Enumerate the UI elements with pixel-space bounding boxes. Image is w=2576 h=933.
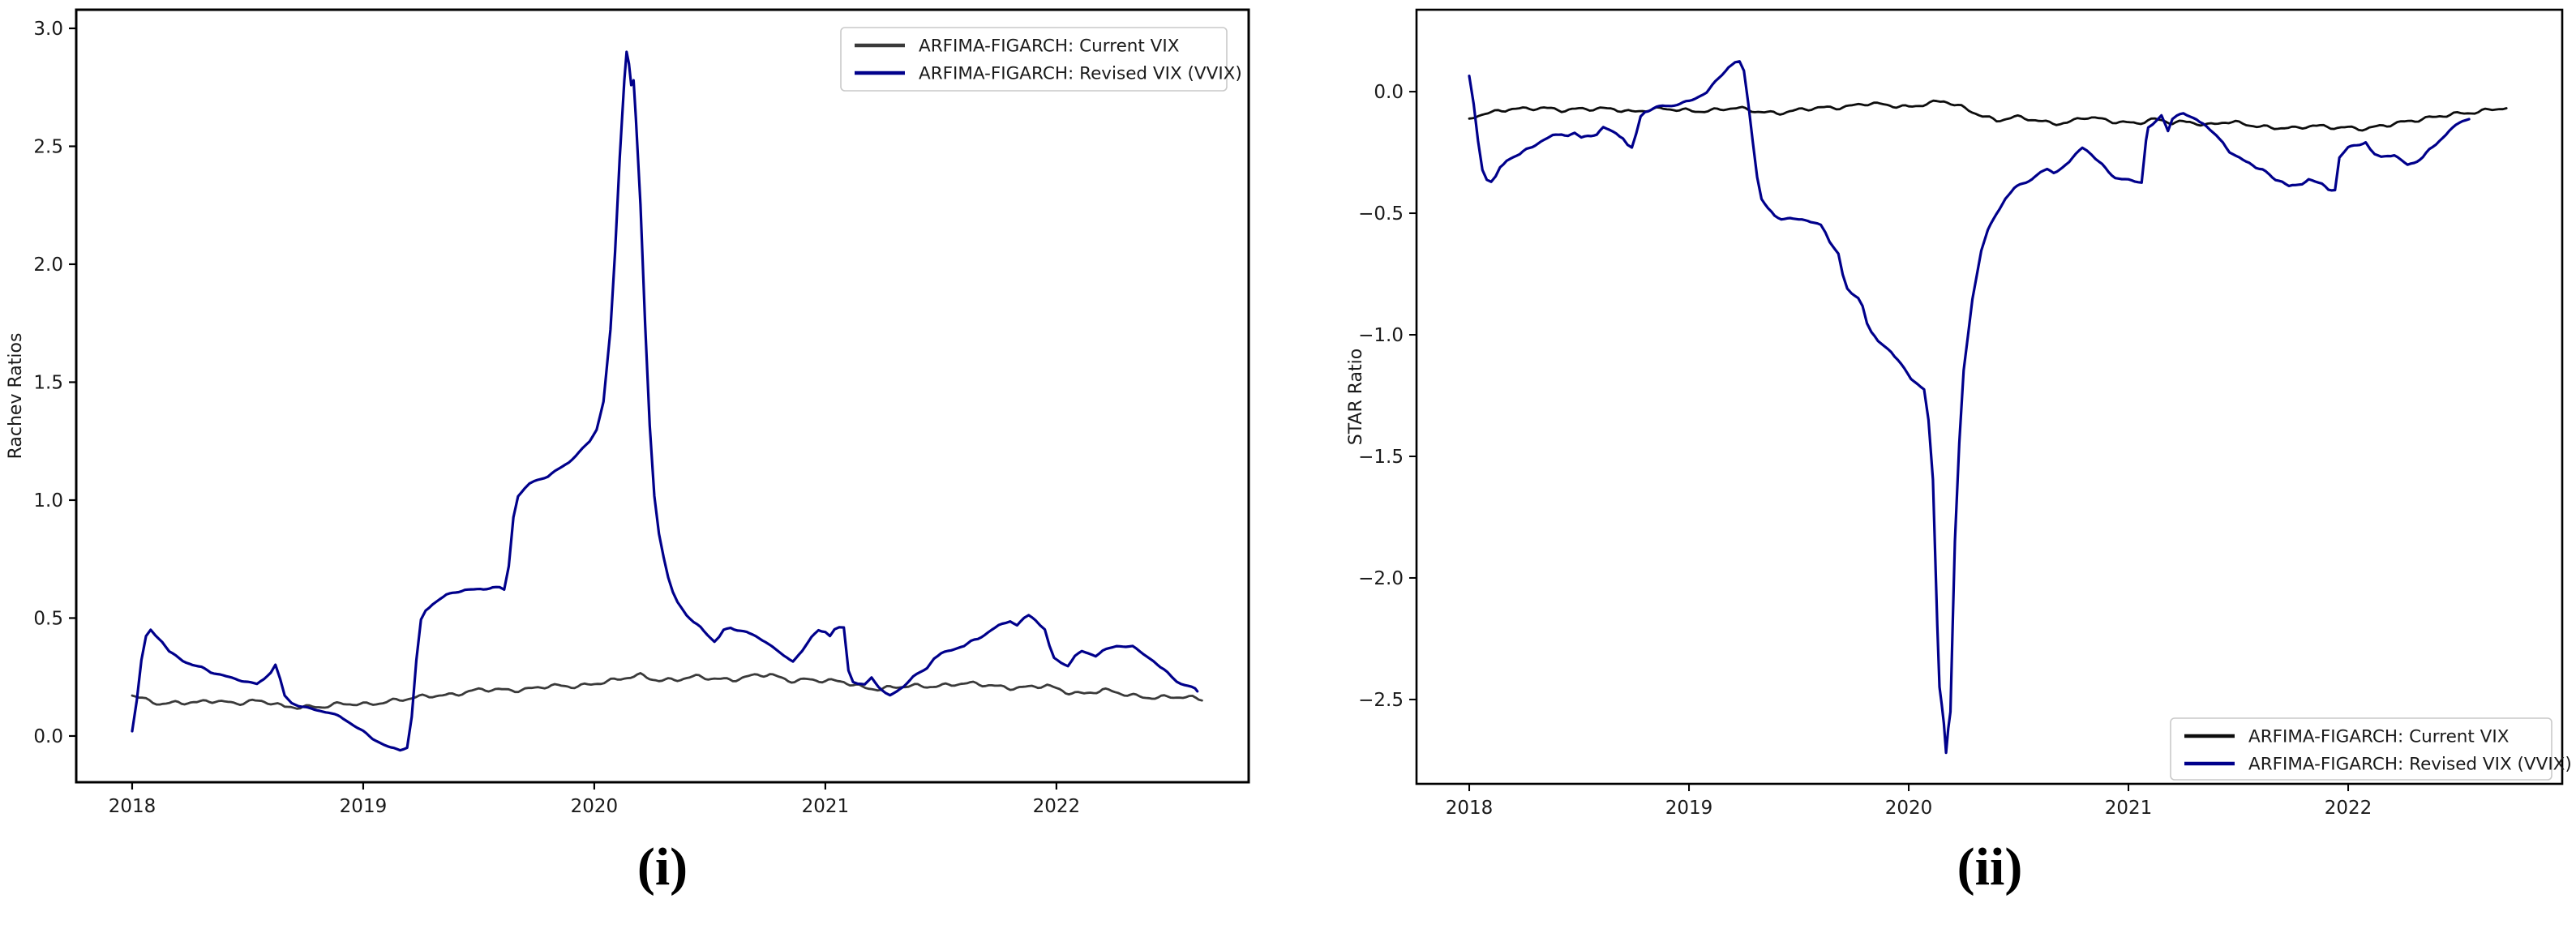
x-tick-label-star: 2021 xyxy=(2105,798,2153,819)
y-tick-label-rachev: 3.0 xyxy=(33,19,63,40)
y-tick-label-star: 0.0 xyxy=(1374,82,1404,103)
y-tick-label-star: −1.5 xyxy=(1358,447,1404,468)
x-tick-label-rachev: 2022 xyxy=(1033,796,1081,817)
series-line-star-current-vix xyxy=(1468,99,2508,132)
plot-frame-star xyxy=(1415,8,2564,785)
legend-star: ARFIMA-FIGARCH: Current VIX ARFIMA-FIGARC… xyxy=(2170,717,2572,781)
y-axis-label-star: STAR Ratio xyxy=(1346,349,1366,446)
legend-label-current-vix: ARFIMA-FIGARCH: Current VIX xyxy=(919,36,1180,57)
x-tick-label-rachev: 2018 xyxy=(109,796,156,817)
x-tick-label-rachev: 2019 xyxy=(340,796,388,817)
series-line-star-revised-vix xyxy=(1468,60,2471,755)
y-tick-label-rachev: 2.5 xyxy=(33,136,63,157)
legend-label-revised-vix: ARFIMA-FIGARCH: Revised VIX (VVIX) xyxy=(919,64,1242,84)
legend-box-rachev xyxy=(840,27,1228,92)
legend-rachev: ARFIMA-FIGARCH: Current VIX ARFIMA-FIGARC… xyxy=(840,27,1242,92)
x-tick-label-rachev: 2021 xyxy=(802,796,850,817)
y-axis-label-rachev: Rachev Ratios xyxy=(6,333,26,460)
panel-star: 2018 2019 2020 2021 2022 0.0 −0.5 −1.0 −1.5 −2.0 −… xyxy=(1346,8,2572,819)
y-tick-label-star: −2.0 xyxy=(1358,568,1404,589)
panel-rachev: 2018 2019 2020 2021 2022 3.0 2.5 2.0 1.5 1.0 0.5 0.… xyxy=(6,8,1250,817)
y-tick-label-rachev: 0.5 xyxy=(33,608,63,629)
y-tick-label-star: −2.5 xyxy=(1358,690,1404,711)
y-tick-label-rachev: 2.0 xyxy=(33,255,63,276)
series-line-rachev-current-vix xyxy=(131,672,1203,710)
caption-right-panel: (ii) xyxy=(1957,837,2023,897)
plot-frame-rachev xyxy=(75,8,1250,784)
y-tick-label-rachev: 1.5 xyxy=(33,372,63,393)
series-line-rachev-revised-vix xyxy=(131,50,1199,752)
y-tick-label-rachev: 1.0 xyxy=(33,490,63,511)
legend-box-star xyxy=(2170,717,2552,781)
x-tick-label-star: 2019 xyxy=(1665,798,1713,819)
legend-label-current-vix: ARFIMA-FIGARCH: Current VIX xyxy=(2248,727,2510,747)
legend-label-revised-vix: ARFIMA-FIGARCH: Revised VIX (VVIX) xyxy=(2248,755,2572,775)
y-tick-label-star: −0.5 xyxy=(1358,203,1404,225)
y-tick-label-star: −1.0 xyxy=(1358,325,1404,346)
x-tick-label-star: 2022 xyxy=(2325,798,2372,819)
x-tick-label-rachev: 2020 xyxy=(571,796,619,817)
x-tick-label-star: 2020 xyxy=(1885,798,1933,819)
x-tick-label-star: 2018 xyxy=(1446,798,1494,819)
caption-left-panel: (i) xyxy=(636,837,688,897)
y-tick-label-rachev: 0.0 xyxy=(33,726,63,747)
